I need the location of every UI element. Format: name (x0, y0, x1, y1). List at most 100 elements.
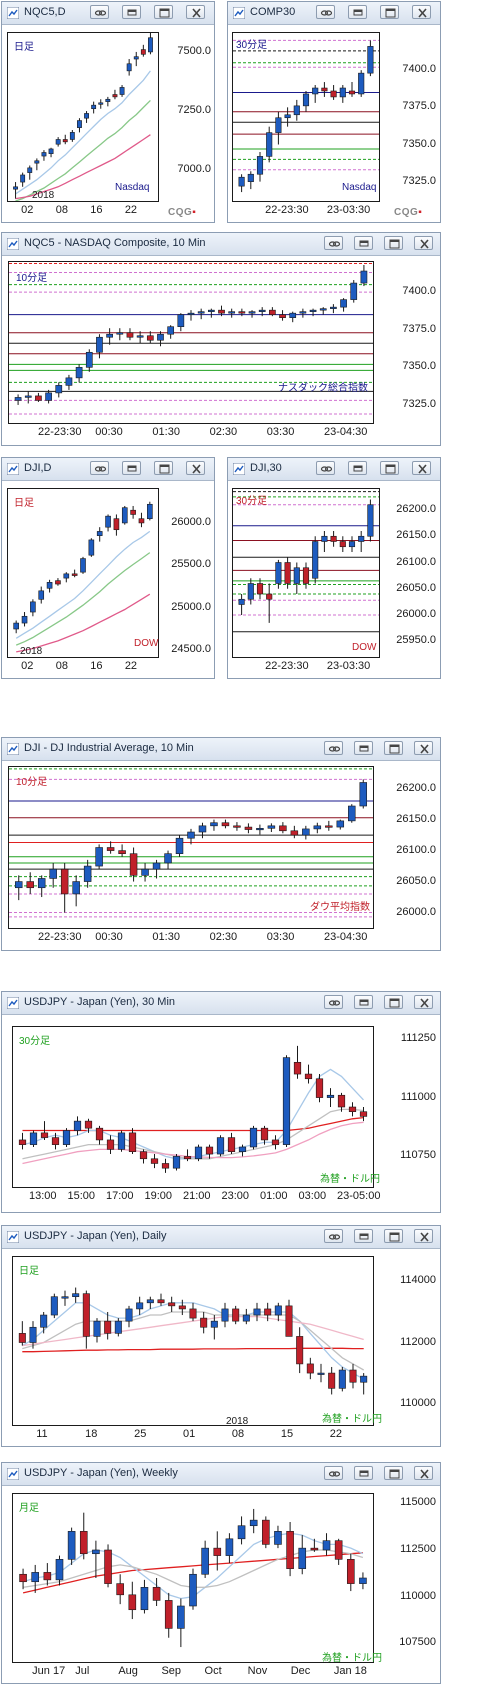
candle-body (284, 114, 291, 119)
title-bar[interactable]: NQC5,D (2, 2, 214, 25)
close-icon (420, 744, 429, 754)
chart-window[interactable]: COMP30 7400.0 7375.0 7350.0 7325.0 22-23:30… (227, 1, 441, 223)
chart-window[interactable]: DJI,30 26200.0 26150.0 26100.0 26050.0 26000… (227, 457, 441, 679)
close-button[interactable] (414, 741, 433, 755)
link-button[interactable] (324, 236, 343, 250)
candle-body (187, 312, 195, 315)
restore-button[interactable] (384, 1229, 403, 1243)
candle-body (306, 1363, 314, 1374)
candle-body (34, 160, 40, 164)
candle-body (152, 862, 161, 870)
chart-window[interactable]: USDJPY - Japan (Yen), Weekly 115000 11250… (1, 1462, 441, 1684)
cqg-logo: CQG▪ (168, 207, 197, 218)
candle-body (328, 1372, 336, 1389)
minimize-button[interactable] (122, 461, 141, 475)
period-label: 30分足 (19, 1036, 51, 1047)
close-button[interactable] (412, 461, 431, 475)
plot-area[interactable] (8, 766, 374, 929)
close-button[interactable] (414, 1229, 433, 1243)
candle-body (187, 831, 195, 839)
close-button[interactable] (414, 236, 433, 250)
candle-body (80, 558, 86, 573)
candle-body (249, 1127, 258, 1148)
title-bar[interactable]: DJI - DJ Industrial Average, 10 Min (2, 738, 440, 761)
x-tick-label: 22 (329, 1428, 342, 1440)
candle-body (128, 1132, 137, 1153)
period-label: 日足 (19, 1266, 39, 1277)
restore-button[interactable] (380, 5, 399, 19)
link-button[interactable] (316, 5, 335, 19)
restore-button[interactable] (384, 741, 403, 755)
period-label: 10分足 (16, 273, 48, 284)
close-button[interactable] (412, 5, 431, 19)
plot-area[interactable] (232, 32, 380, 202)
candle-body (55, 139, 61, 145)
minimize-button[interactable] (354, 236, 373, 250)
title-bar[interactable]: USDJPY - Japan (Yen), 30 Min (2, 992, 440, 1015)
close-button[interactable] (414, 1466, 433, 1480)
x-tick-label: 23-05:00 (337, 1190, 381, 1202)
link-button[interactable] (324, 995, 343, 1009)
restore-button[interactable] (384, 236, 403, 250)
y-tick-label: 112000 (400, 1335, 436, 1348)
candle-body (129, 853, 138, 876)
minimize-button[interactable] (354, 1466, 373, 1480)
plot-area[interactable] (8, 261, 374, 424)
plot-area[interactable] (12, 1256, 374, 1426)
restore-button[interactable] (384, 995, 403, 1009)
link-button[interactable] (90, 461, 109, 475)
candle-body (293, 1061, 302, 1075)
chart-window[interactable]: NQC5 - NASDAQ Composite, 10 Min 7400.0 73… (1, 232, 441, 446)
plot-area[interactable] (12, 1493, 374, 1663)
minimize-button[interactable] (122, 5, 141, 19)
plot-area[interactable] (7, 488, 159, 658)
link-button[interactable] (316, 461, 335, 475)
minimize-button[interactable] (354, 995, 373, 1009)
plot-area[interactable] (12, 1026, 374, 1188)
title-bar[interactable]: DJI,30 (228, 458, 440, 481)
candle-body (330, 90, 337, 98)
candle-body (339, 87, 346, 98)
candle-body (14, 397, 22, 401)
link-button[interactable] (324, 741, 343, 755)
candle-body (140, 1587, 149, 1611)
x-tick-label: 02 (21, 660, 34, 672)
period-label: 30分足 (236, 40, 268, 51)
title-bar[interactable]: DJI,D (2, 458, 214, 481)
close-icon (420, 1232, 429, 1242)
restore-button[interactable] (380, 461, 399, 475)
close-button[interactable] (414, 995, 433, 1009)
close-button[interactable] (186, 5, 205, 19)
title-bar[interactable]: USDJPY - Japan (Yen), Weekly (2, 1463, 440, 1486)
chart-window[interactable]: NQC5,D 7500.0 7250.0 7000.0 02 08 16 22 日足 Na… (1, 1, 215, 223)
plot-area[interactable] (232, 488, 380, 658)
plot-area[interactable] (7, 32, 159, 202)
title-bar[interactable]: COMP30 (228, 2, 440, 25)
chart-window[interactable]: DJI - DJ Industrial Average, 10 Min 2620… (1, 737, 441, 951)
link-button[interactable] (324, 1466, 343, 1480)
candle-body (247, 173, 254, 182)
chart-window[interactable]: DJI,D 26000.0 25500.0 25000.0 24500.0 02 08 1… (1, 457, 215, 679)
candle-body (138, 518, 145, 524)
minimize-button[interactable] (354, 1229, 373, 1243)
chart-window[interactable]: USDJPY - Japan (Yen), Daily 114000 112000… (1, 1225, 441, 1447)
candle-body (248, 311, 256, 314)
candle-body (262, 1519, 270, 1545)
title-bar[interactable]: USDJPY - Japan (Yen), Daily (2, 1226, 440, 1249)
candle-body (167, 326, 175, 335)
minimize-button[interactable] (354, 741, 373, 755)
candle-body (62, 139, 68, 143)
restore-button[interactable] (154, 461, 173, 475)
title-bar[interactable]: NQC5 - NASDAQ Composite, 10 Min (2, 233, 440, 256)
minimize-button[interactable] (348, 461, 367, 475)
restore-button[interactable] (154, 5, 173, 19)
minimize-button[interactable] (348, 5, 367, 19)
candle-body (119, 87, 125, 95)
period-label: 30分足 (236, 496, 268, 507)
restore-button[interactable] (384, 1466, 403, 1480)
link-button[interactable] (324, 1229, 343, 1243)
period-label: 月足 (19, 1503, 39, 1514)
link-button[interactable] (90, 5, 109, 19)
close-button[interactable] (186, 461, 205, 475)
chart-window[interactable]: USDJPY - Japan (Yen), 30 Min 111250 11100… (1, 991, 441, 1213)
